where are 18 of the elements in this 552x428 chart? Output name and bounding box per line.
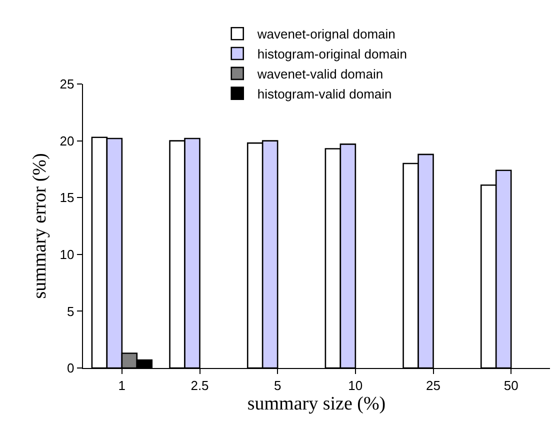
y-axis-title: summary error (%) [30, 153, 51, 299]
y-tick-label: 25 [60, 76, 74, 92]
legend-label: wavenet-orignal domain [256, 26, 396, 42]
legend-label: wavenet-valid domain [256, 66, 384, 82]
y-tick-label: 15 [60, 190, 74, 206]
x-tick-label: 10 [348, 378, 363, 393]
x-tick-label: 5 [274, 378, 282, 393]
x-tick-label: 2.5 [190, 378, 209, 393]
x-tick-label: 25 [426, 378, 440, 393]
legend-label: histogram-valid domain [257, 86, 392, 102]
y-tick-label: 0 [67, 360, 74, 376]
y-tick-label: 5 [67, 304, 74, 319]
x-axis-title: summary size (%) [247, 394, 386, 415]
y-tick-label: 10 [60, 246, 74, 262]
x-tick-label: 1 [118, 378, 126, 393]
y-tick-label: 20 [60, 133, 74, 148]
legend-label: histogram-original domain [257, 46, 407, 62]
x-tick-label: 50 [504, 378, 518, 393]
